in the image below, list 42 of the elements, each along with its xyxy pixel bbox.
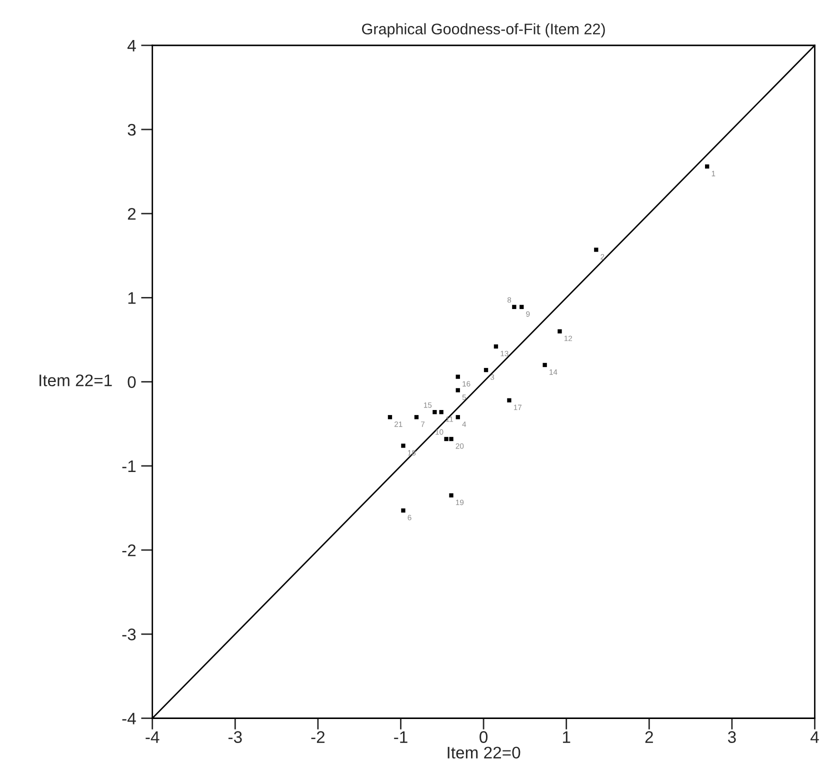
- y-tick-label: -1: [122, 460, 136, 472]
- x-axis-title: Item 22=0: [448, 746, 520, 759]
- point: [432, 410, 437, 414]
- point: [456, 374, 460, 379]
- x-tick-label: -2: [311, 731, 325, 743]
- point: [520, 304, 524, 310]
- point: [507, 398, 512, 402]
- y-tick-label: 3: [128, 124, 136, 136]
- x-tick-label: 4: [810, 731, 819, 743]
- x-tick-label: -1: [394, 731, 408, 743]
- y-tick-label: 1: [128, 292, 136, 304]
- point: [484, 368, 488, 372]
- point: [558, 329, 562, 334]
- y-tick-label: 2: [128, 208, 136, 220]
- point: [456, 388, 460, 392]
- y-axis-title: Item 22=1: [40, 374, 112, 386]
- x-tick-label: 0: [480, 731, 488, 743]
- x-tick-label: 2: [645, 731, 653, 743]
- point: [401, 444, 406, 448]
- y-tick-label: -2: [122, 544, 136, 556]
- point: [542, 362, 547, 368]
- point: [444, 436, 448, 442]
- point: [512, 304, 516, 310]
- point: [494, 344, 498, 349]
- point: [705, 164, 710, 169]
- point: [388, 415, 392, 420]
- point: [449, 436, 454, 442]
- x-tick-label: -4: [146, 731, 160, 743]
- chart-title: Graphical Goodness-of-Fit (Item 22): [362, 23, 605, 38]
- point: [439, 410, 444, 414]
- point: [414, 415, 419, 420]
- point: [456, 415, 460, 420]
- x-tick-label: 3: [728, 731, 736, 743]
- y-tick-label: -4: [122, 712, 136, 724]
- x-tick-label: -3: [228, 731, 242, 743]
- point: [594, 248, 598, 252]
- y-tick-label: 0: [128, 376, 136, 388]
- y-tick-label: 4: [127, 40, 136, 52]
- y-tick-label: -3: [122, 628, 136, 640]
- x-tick-label: 1: [562, 731, 570, 743]
- point: [401, 508, 406, 513]
- point: [449, 493, 454, 498]
